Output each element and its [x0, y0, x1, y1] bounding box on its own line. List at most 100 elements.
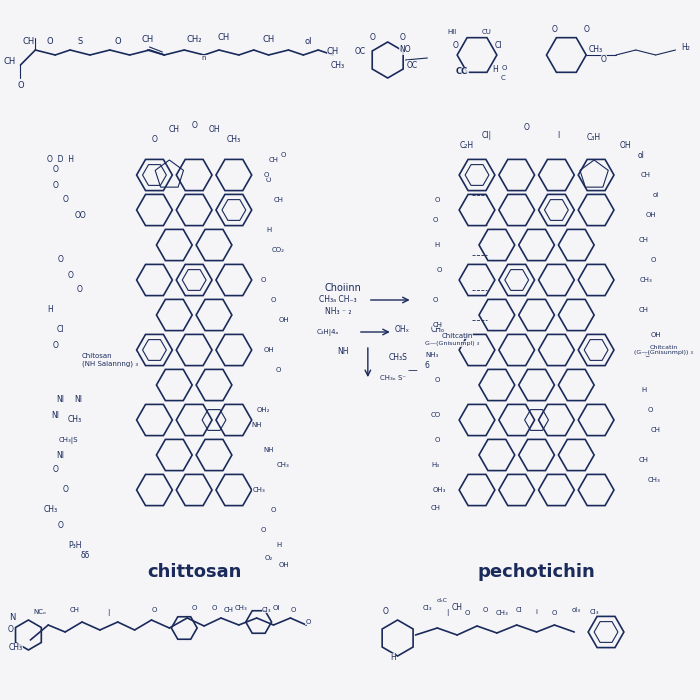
Text: Cl|: Cl|	[482, 130, 492, 139]
Text: chittosan: chittosan	[147, 563, 242, 581]
Text: O: O	[437, 267, 442, 273]
Text: n: n	[202, 55, 206, 61]
Text: CH: CH	[452, 603, 463, 612]
Text: 6: 6	[425, 360, 430, 370]
Text: CH₃: CH₃	[227, 136, 241, 144]
Text: O: O	[464, 610, 470, 616]
Text: O: O	[151, 136, 158, 144]
Text: CH: CH	[169, 125, 180, 134]
Text: l: l	[557, 130, 559, 139]
Text: G—(Gnisunmpl) ₃: G—(Gnisunmpl) ₃	[425, 342, 480, 346]
Text: O: O	[52, 466, 58, 475]
Text: CH: CH	[651, 427, 661, 433]
Text: O: O	[211, 605, 217, 611]
Text: |: |	[446, 610, 449, 617]
Text: |: |	[106, 608, 109, 615]
Text: OH: OH	[263, 347, 274, 353]
Text: O: O	[264, 172, 270, 178]
Text: CH₃: CH₃	[277, 462, 290, 468]
Text: H: H	[266, 227, 271, 233]
Text: —: —	[407, 365, 417, 375]
Text: O: O	[62, 486, 68, 494]
Text: H: H	[48, 305, 53, 314]
Text: Ol: Ol	[273, 605, 280, 611]
Text: Cl₃: Cl₃	[423, 605, 432, 611]
Text: OH: OH	[645, 212, 656, 218]
Text: C: C	[500, 75, 505, 81]
Text: O: O	[47, 38, 54, 46]
Text: CH₂: CH₂	[186, 36, 202, 45]
Text: O: O	[114, 38, 121, 46]
Text: C₃H|4ₐ: C₃H|4ₐ	[317, 328, 340, 335]
Text: O: O	[583, 25, 589, 34]
Text: CH: CH	[327, 48, 340, 57]
Text: CO: CO	[430, 412, 440, 418]
Text: O: O	[435, 197, 440, 203]
Text: OH: OH	[620, 141, 631, 150]
Text: CHₒ: CHₒ	[430, 326, 444, 335]
Text: O: O	[306, 619, 311, 625]
Text: O: O	[261, 527, 266, 533]
Text: O: O	[266, 177, 272, 183]
Text: O: O	[271, 507, 277, 513]
Text: O: O	[648, 407, 653, 413]
Text: OH₃: OH₃	[433, 487, 446, 493]
Text: NH₃: NH₃	[426, 352, 439, 358]
Text: CH₃|S: CH₃|S	[58, 437, 78, 444]
Text: O: O	[435, 437, 440, 443]
Text: O: O	[433, 217, 438, 223]
Text: O: O	[552, 25, 557, 34]
Text: CH: CH	[141, 36, 153, 45]
Text: NI: NI	[51, 410, 60, 419]
Text: O: O	[370, 34, 376, 43]
Text: O₂: O₂	[265, 555, 273, 561]
Text: O: O	[261, 277, 266, 283]
Text: O: O	[383, 608, 389, 617]
Text: CH₃ₐ CH₋₃: CH₃ₐ CH₋₃	[319, 295, 357, 304]
Text: Cl₃: Cl₃	[589, 609, 599, 615]
Text: H: H	[390, 654, 395, 662]
Text: NO: NO	[400, 46, 412, 55]
Text: Chitcatin: Chitcatin	[442, 333, 473, 339]
Text: OH₂: OH₂	[257, 407, 270, 413]
Text: O: O	[62, 195, 68, 204]
Text: O: O	[52, 165, 58, 174]
Text: CH: CH	[430, 505, 440, 511]
Text: CH₃: CH₃	[639, 277, 652, 283]
Text: Cl₃: Cl₃	[262, 607, 272, 613]
Text: O: O	[601, 55, 607, 64]
Text: O  D  H: O D H	[47, 155, 74, 164]
Text: NH: NH	[251, 422, 262, 428]
Text: CH: CH	[274, 197, 284, 203]
Text: O: O	[57, 256, 63, 265]
Text: dₒC: dₒC	[437, 598, 448, 603]
Text: H: H	[276, 542, 281, 548]
Text: NH: NH	[263, 447, 274, 453]
Text: CH₃: CH₃	[252, 487, 265, 493]
Text: O: O	[8, 626, 13, 634]
Text: CH₃: CH₃	[496, 610, 508, 616]
Text: OO: OO	[74, 211, 86, 220]
Text: CH: CH	[269, 157, 279, 163]
Text: OC: OC	[354, 48, 365, 57]
Text: CH₃ₒ S⁻: CH₃ₒ S⁻	[379, 375, 406, 381]
Text: H₃: H₃	[431, 462, 440, 468]
Text: O: O	[77, 286, 83, 295]
Text: Choiinn: Choiinn	[325, 283, 361, 293]
Text: OC: OC	[407, 60, 418, 69]
Text: OH: OH	[278, 562, 289, 568]
Text: H: H	[435, 242, 440, 248]
Text: CO₂: CO₂	[272, 247, 285, 253]
Text: OH: OH	[208, 125, 220, 134]
Text: O: O	[435, 377, 440, 383]
Text: i: i	[536, 609, 538, 615]
Text: P₃H: P₃H	[69, 540, 82, 550]
Text: OH: OH	[278, 317, 289, 323]
Text: CH₃: CH₃	[331, 60, 345, 69]
Text: CH: CH	[70, 607, 80, 613]
Text: H₂: H₂	[681, 43, 690, 52]
Text: CH₃: CH₃	[234, 605, 247, 611]
Text: O: O	[452, 41, 458, 50]
Text: OH: OH	[650, 332, 661, 338]
Text: O: O	[524, 123, 530, 132]
